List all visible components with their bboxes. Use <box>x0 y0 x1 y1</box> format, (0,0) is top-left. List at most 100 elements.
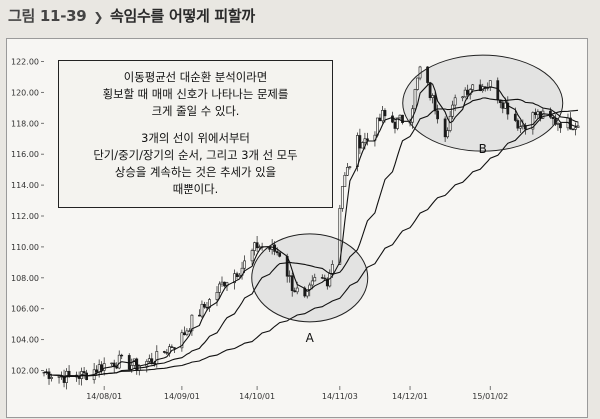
candle-body <box>363 138 367 143</box>
x-tick-label: 14/12/01 <box>392 392 428 401</box>
candle-body <box>172 347 176 349</box>
candle-body <box>556 123 560 125</box>
figure-title: 속임수를 어떻게 피할까 <box>110 7 255 25</box>
annotation-line: 3개의 선이 위에서부터 <box>141 131 250 145</box>
candle-body <box>348 166 352 168</box>
highlight-rings: AB <box>251 54 564 345</box>
candle-body <box>200 303 204 317</box>
candle-body <box>453 97 457 106</box>
candle-body <box>50 377 53 379</box>
candle-body <box>238 274 241 277</box>
candle-body <box>343 174 347 187</box>
candle-body <box>513 113 517 121</box>
candle-body <box>448 115 452 131</box>
candle-body <box>463 89 467 98</box>
candle-body <box>361 142 364 149</box>
candle-body <box>431 95 434 98</box>
candle-body <box>503 102 507 109</box>
candle-body <box>258 246 261 249</box>
moving-average-long <box>43 109 579 377</box>
moving-average-short <box>43 82 579 379</box>
candle-body <box>67 370 71 376</box>
candle-body <box>170 346 174 348</box>
x-tick-label: 15/01/02 <box>472 392 508 401</box>
candle-body <box>433 95 437 112</box>
y-tick-label: 122.00 <box>11 57 39 66</box>
annotation-line: 단기/중기/장기의 순서, 그리고 3개 선 모두 <box>93 148 298 162</box>
figure-heading: 그림 11-39 ❯ 속임수를 어떻게 피할까 <box>8 5 255 26</box>
moving-average-medium <box>43 97 579 377</box>
candle-body <box>310 280 314 286</box>
y-tick-label: 108.00 <box>11 274 39 283</box>
candle-body <box>443 118 447 138</box>
candle-body <box>218 283 221 293</box>
candle-body <box>488 80 492 88</box>
candle-body <box>401 114 404 123</box>
candle-body <box>203 303 206 308</box>
candle-body <box>95 369 99 373</box>
moving-average-lines <box>43 82 579 379</box>
candle-body <box>506 102 510 115</box>
candle-body <box>278 252 282 257</box>
candle-body <box>313 277 317 282</box>
y-tick-label: 118.00 <box>11 119 39 128</box>
candle-body <box>571 128 575 131</box>
x-tick-label: 14/11/03 <box>322 392 358 401</box>
candle-body <box>250 250 254 262</box>
candle-body <box>396 117 399 129</box>
x-axis: 14/08/01 14/09/01 14/10/01 14/11/03 14/12/01… <box>86 386 508 401</box>
annotation-line: 크게 줄일 수 있다. <box>151 104 240 118</box>
candle-body <box>288 275 292 277</box>
candle-body <box>383 110 387 117</box>
candle-body <box>185 330 189 336</box>
x-tick-label: 14/08/01 <box>86 392 122 401</box>
highlight-label: B <box>479 142 487 156</box>
candle-body <box>356 135 359 167</box>
candle-body <box>253 242 256 251</box>
candle-body <box>295 287 299 293</box>
y-tick-label: 120.00 <box>11 88 39 97</box>
candle-body <box>117 354 121 369</box>
candle-body <box>393 121 397 129</box>
candle-body <box>233 273 236 284</box>
candle-body <box>290 275 294 291</box>
candle-body <box>340 186 344 209</box>
candle-body <box>57 376 61 378</box>
highlight-ring <box>251 233 369 323</box>
annotation-line: 상승을 계속하는 것은 추세가 있을 <box>114 165 277 179</box>
candle-body <box>478 84 482 91</box>
candle-body <box>574 127 577 130</box>
candle-body <box>378 117 382 122</box>
highlight-label: A <box>306 331 315 345</box>
candle-body <box>576 125 580 128</box>
chevron-right-icon: ❯ <box>93 10 104 24</box>
candle-body <box>320 277 324 279</box>
y-tick-label: 116.00 <box>11 150 39 159</box>
candle-body <box>293 290 297 293</box>
candle-body <box>82 371 86 374</box>
candle-body <box>110 362 114 365</box>
candle-body <box>130 365 134 370</box>
candle-body <box>147 358 151 362</box>
candle-body <box>516 120 520 129</box>
candle-body <box>518 126 522 129</box>
candle-body <box>275 251 279 254</box>
candle-body <box>255 242 259 249</box>
candle-body <box>205 306 209 309</box>
candle-body <box>188 330 191 332</box>
y-tick-label: 104.00 <box>11 336 39 345</box>
y-tick-label: 110.00 <box>11 243 39 252</box>
candle-body <box>180 332 184 349</box>
candle-body <box>391 115 394 123</box>
annotation-box: 이동평균선 대순환 분석이라면 횡보할 때 매매 신호가 나타나는 문제를 크게… <box>58 60 333 208</box>
candle-body <box>215 292 219 300</box>
candle-body <box>416 77 419 90</box>
candle-body <box>345 167 349 176</box>
candle-body <box>446 130 450 138</box>
candle-body <box>120 354 124 357</box>
candle-body <box>521 125 525 127</box>
x-tick-label: 14/09/01 <box>164 392 200 401</box>
candle-body <box>381 110 384 122</box>
candle-body <box>398 114 402 119</box>
